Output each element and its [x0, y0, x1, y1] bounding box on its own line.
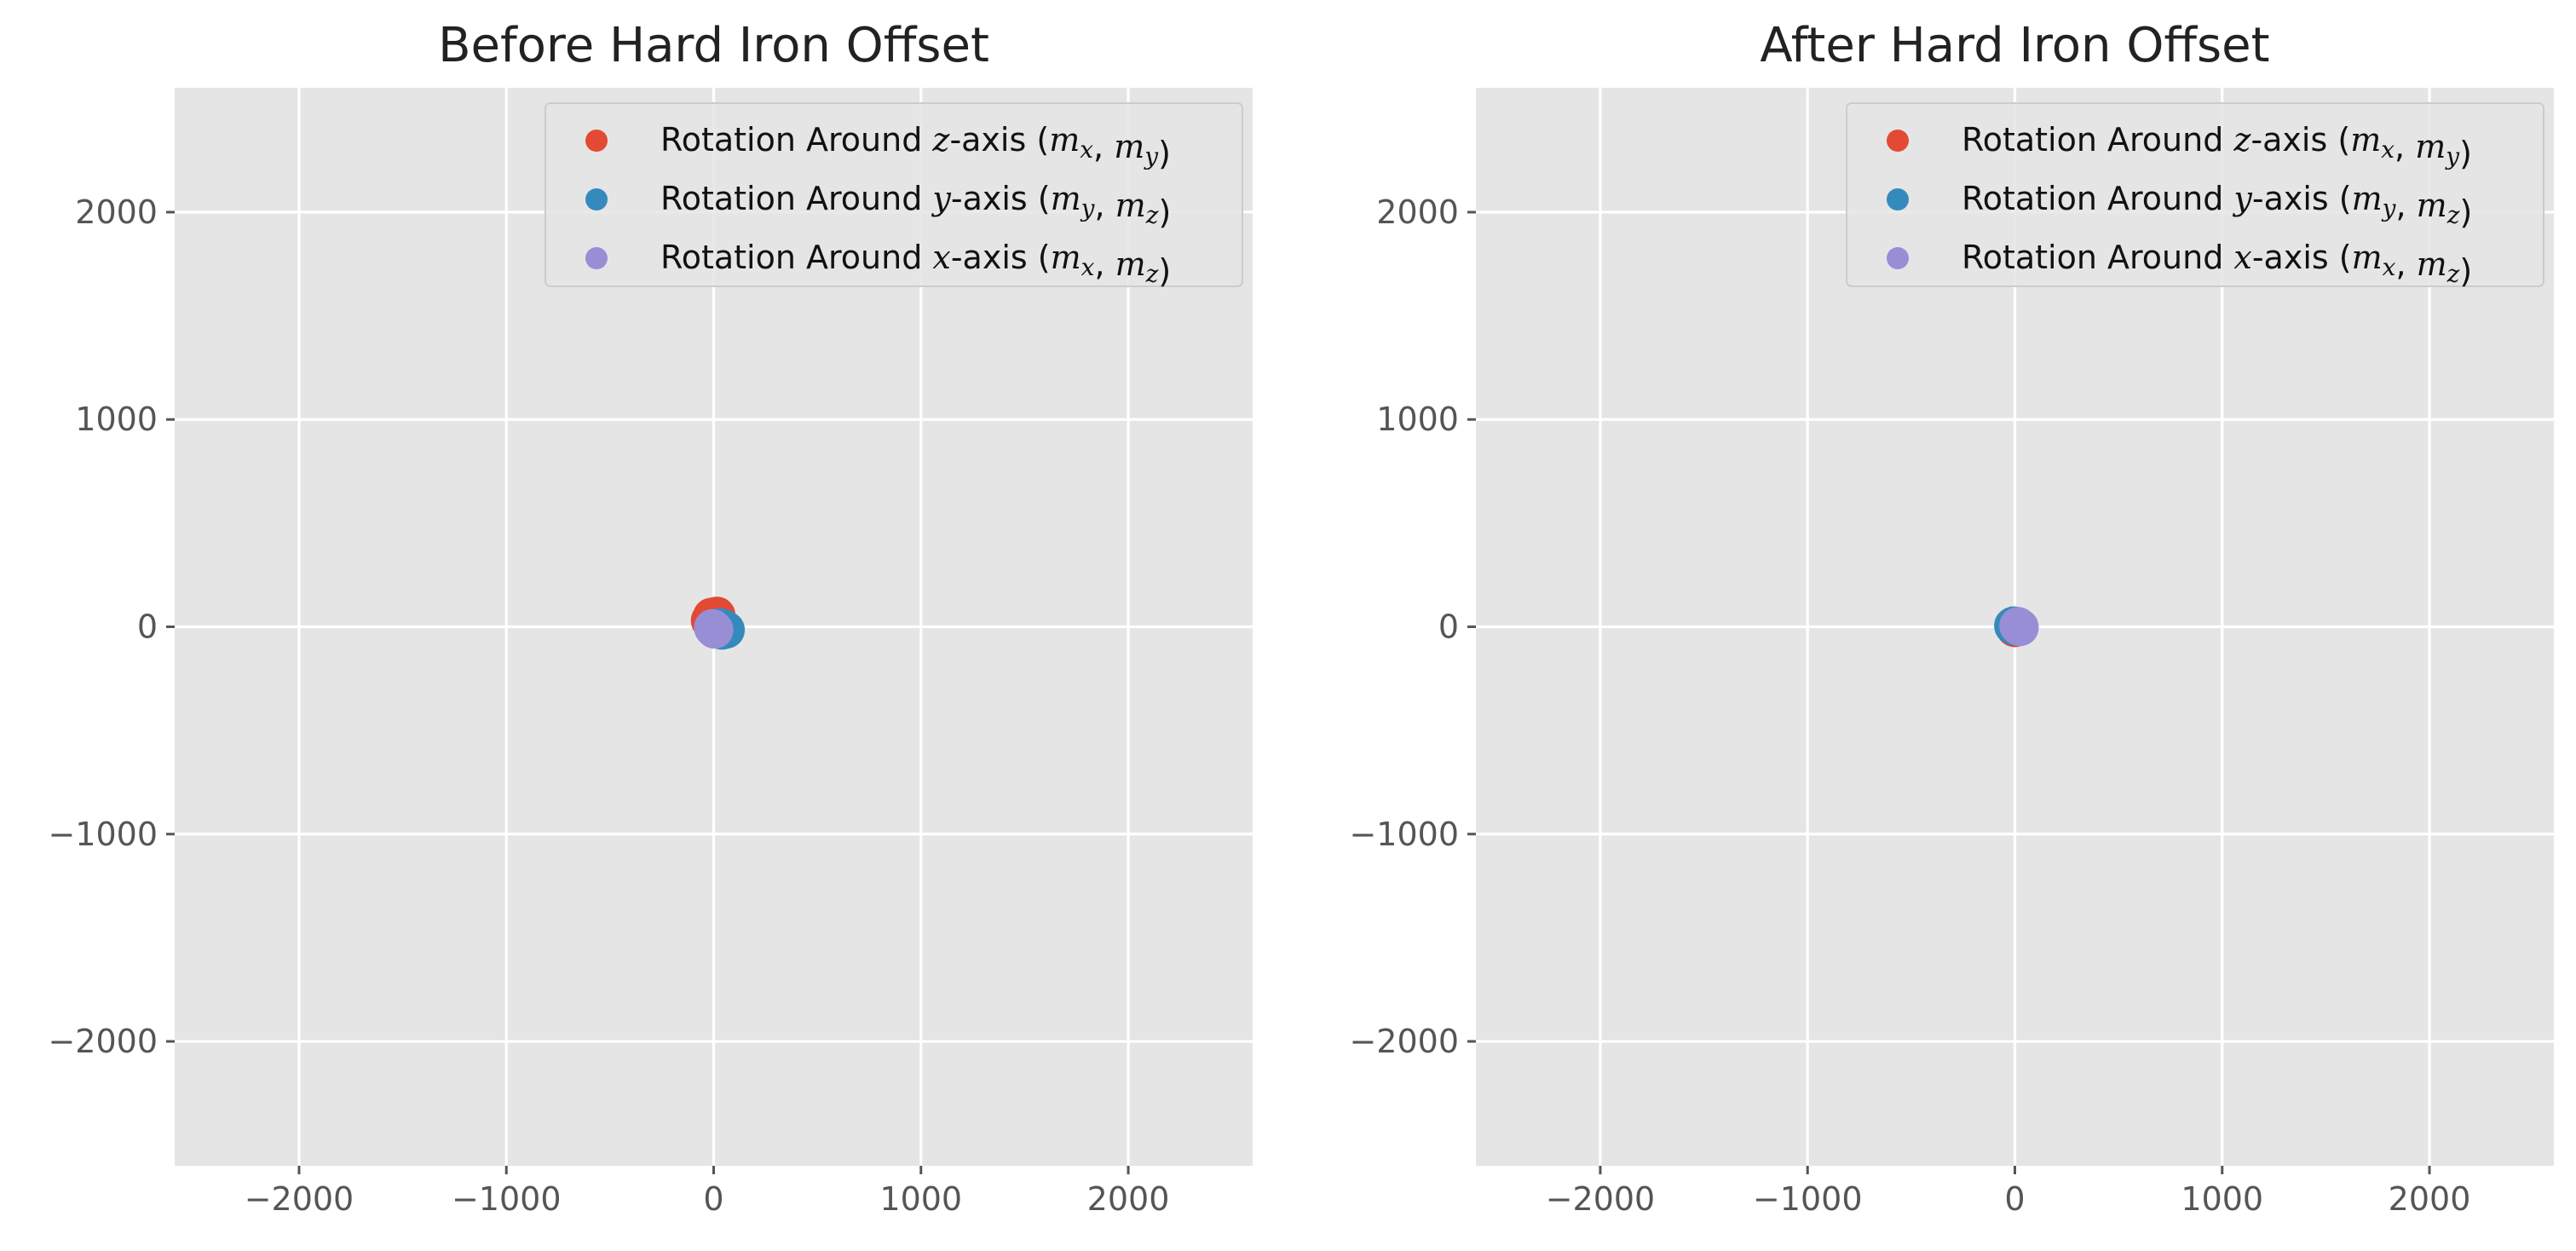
- right-panel: −2000 −1000 0 1000 2000 −2000 −1000 0 1000 2000 Af…: [1349, 18, 2554, 1218]
- legend: Rotation Around z-axis (mx, my) Rotation …: [545, 102, 1243, 290]
- x-tick-label: 1000: [2181, 1180, 2263, 1218]
- chart-title: After Hard Iron Offset: [1760, 18, 2269, 73]
- legend-marker: [585, 247, 608, 269]
- legend-marker: [585, 188, 608, 210]
- legend-marker: [585, 130, 608, 152]
- legend-box: [1846, 102, 2544, 287]
- y-tick-label: −2000: [48, 1023, 158, 1060]
- legend-marker: [1887, 188, 1909, 210]
- x-tick-label: 0: [703, 1180, 723, 1218]
- y-tick-label: 2000: [1376, 193, 1459, 231]
- left-panel: −2000 −1000 0 1000 2000 −2000 −1000 0 1000 2000 Be…: [48, 18, 1253, 1218]
- series-2-points: [694, 608, 734, 649]
- legend-label: Rotation Around y-axis (my, mz): [1962, 180, 2472, 231]
- x-tick-label: 0: [2004, 1180, 2025, 1218]
- x-tick-label: −2000: [245, 1180, 354, 1218]
- legend-label: Rotation Around z-axis (mx, my): [660, 121, 1171, 172]
- x-tick-label: −1000: [452, 1180, 562, 1218]
- legend: Rotation Around z-axis (mx, my) Rotation …: [1846, 102, 2544, 290]
- y-tick-label: 1000: [1376, 401, 1459, 438]
- y-tick-label: −2000: [1349, 1023, 1459, 1060]
- data-point: [694, 610, 733, 649]
- y-tick-label: 0: [1438, 608, 1459, 646]
- legend-box: [545, 102, 1243, 287]
- y-tick-label: 0: [137, 608, 158, 646]
- legend-label: Rotation Around z-axis (mx, my): [1962, 121, 2472, 172]
- y-tick-label: 2000: [75, 193, 158, 231]
- x-tick-label: −1000: [1753, 1180, 1863, 1218]
- y-tick-label: 1000: [75, 401, 158, 438]
- y-tick-label: −1000: [48, 816, 158, 853]
- data-point: [2001, 608, 2039, 647]
- legend-label: Rotation Around y-axis (my, mz): [660, 180, 1171, 231]
- legend-marker: [1887, 247, 1909, 269]
- x-tick-label: −2000: [1546, 1180, 1656, 1218]
- legend-marker: [1887, 130, 1909, 152]
- chart-title: Before Hard Iron Offset: [438, 18, 989, 73]
- y-tick-label: −1000: [1349, 816, 1459, 853]
- x-tick-label: 2000: [1087, 1180, 1170, 1218]
- legend-label: Rotation Around x-axis (mx, mz): [660, 239, 1171, 290]
- x-tick-label: 2000: [2389, 1180, 2471, 1218]
- x-tick-label: 1000: [879, 1180, 962, 1218]
- legend-label: Rotation Around x-axis (mx, mz): [1962, 239, 2472, 290]
- series-2-points: [1999, 607, 2039, 647]
